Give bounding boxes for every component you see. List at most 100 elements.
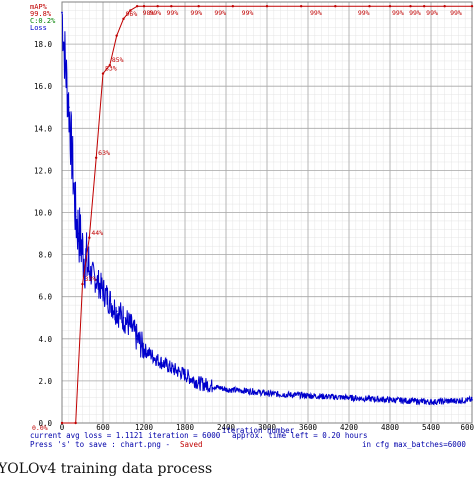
map-point [388,5,392,8]
map-value-label: 44% [91,229,103,237]
training-chart: 0.0 2.0 4.0 6.0 8.0 10.0 12.0 14.0 16.0 18.0 0 600… [30,1,474,449]
map-value-label: 83% [105,65,117,73]
map-point [197,5,200,8]
y-tick-label: 4.0 [38,335,52,344]
status-saved: Saved [180,440,203,449]
x-tick-label: 4200 [340,423,359,432]
loss-point [74,215,77,218]
loss-point [129,325,132,328]
x-tick-label: 1200 [135,423,154,432]
y-tick-label: 0.0 [38,419,52,428]
loss-point [143,348,145,351]
map-point [368,5,371,8]
legend-map-label: mAP% [30,3,48,11]
loss-point [67,106,70,109]
map-value-label: 99% [409,9,421,17]
loss-point [170,367,173,370]
loss-point [348,396,350,399]
loss-point [102,289,104,292]
map-point [88,236,91,239]
map-point [443,5,446,8]
map-point [129,9,132,12]
loss-point [108,300,111,302]
y-tick-label: 6.0 [38,293,52,302]
loss-point [122,316,125,319]
map-point [231,5,235,8]
map-point [101,72,105,75]
loss-point [430,401,432,403]
map-value-label: 99% [190,9,202,17]
map-labels: 0.0%33%44%63%83%85%96% 98%99% 99% 99% 99% 99%… [32,9,462,432]
legend-cc-label: C:0.2% [30,17,56,25]
map-point [81,282,84,286]
grid-major [62,2,472,423]
map-point [94,156,98,159]
y-tick-label: 8.0 [38,251,52,260]
map-point [60,421,64,425]
plot-frame [61,1,473,424]
map-value-label: 99% [358,9,370,17]
map-series [60,5,474,425]
loss-point [156,358,159,361]
x-tick-label: 2400 [217,423,236,432]
loss-point [136,337,139,340]
map-point [122,17,125,21]
loss-point [88,270,91,273]
status-max-batches: in cfg max_batches=6000 [362,440,466,449]
y-axis-ticks: 0.0 2.0 4.0 6.0 8.0 10.0 12.0 14.0 16.0 18.0 [34,40,53,428]
x-axis-label: iteration number [222,426,295,435]
y-tick-label: 18.0 [34,40,53,49]
status-avg-loss: current avg loss = 1.1121 [30,431,143,440]
map-value-label: 96% [126,10,138,18]
map-point [142,5,146,8]
map-value-label: 98% [143,9,155,17]
x-tick-label: 600 [96,423,110,432]
y-tick-label: 16.0 [34,82,53,91]
map-value-label: 99% [167,9,179,17]
map-point [299,5,303,8]
x-tick-label: 1800 [176,423,195,432]
y-tick-label: 14.0 [34,124,53,133]
legend-loss-label: Loss [30,24,47,32]
status-save-hint: Press 's' to save : chart.png - [30,440,170,449]
map-value-label: 99% [392,9,404,17]
status-iteration: iteration = 6000 [148,431,221,440]
map-value-label: 63% [98,149,110,157]
loss-point [61,11,63,14]
map-value-label: 99% [310,9,322,17]
loss-point [71,158,74,161]
map-value-label: 99% [149,9,161,17]
x-axis-ticks: 0 600 1200 1800 2400 3000 3600 4200 4800 5400 600 [60,423,474,432]
loss-point [252,390,255,393]
loss-point [307,394,309,397]
map-value-label: 0.0% [32,424,48,432]
loss-point [78,232,80,235]
map-point [409,5,412,8]
map-point [470,5,474,8]
map-value-label: 99% [242,9,254,17]
loss-point [266,392,268,395]
map-point [170,5,173,8]
loss-point [471,398,473,401]
x-tick-label: 600 [460,423,474,432]
loss-series [61,11,473,406]
map-value-label: 33% [85,275,97,283]
x-tick-label: 5400 [422,423,441,432]
loss-point [95,278,98,281]
map-point [265,5,269,8]
loss-point [225,388,227,391]
figure-caption: YOLOv4 training data process [0,461,213,477]
map-point [422,5,426,8]
map-value-label: 99% [214,9,226,17]
x-tick-label: 3000 [258,423,277,432]
x-tick-label: 4800 [381,423,400,432]
map-point [156,5,159,8]
loss-point [115,310,118,313]
map-point [135,5,139,8]
map-point [74,421,77,425]
map-value-label: 85% [112,56,124,64]
y-tick-label: 2.0 [38,377,52,386]
map-point [334,5,337,8]
loss-point [64,64,67,67]
map-value-label: 99% [426,9,438,17]
